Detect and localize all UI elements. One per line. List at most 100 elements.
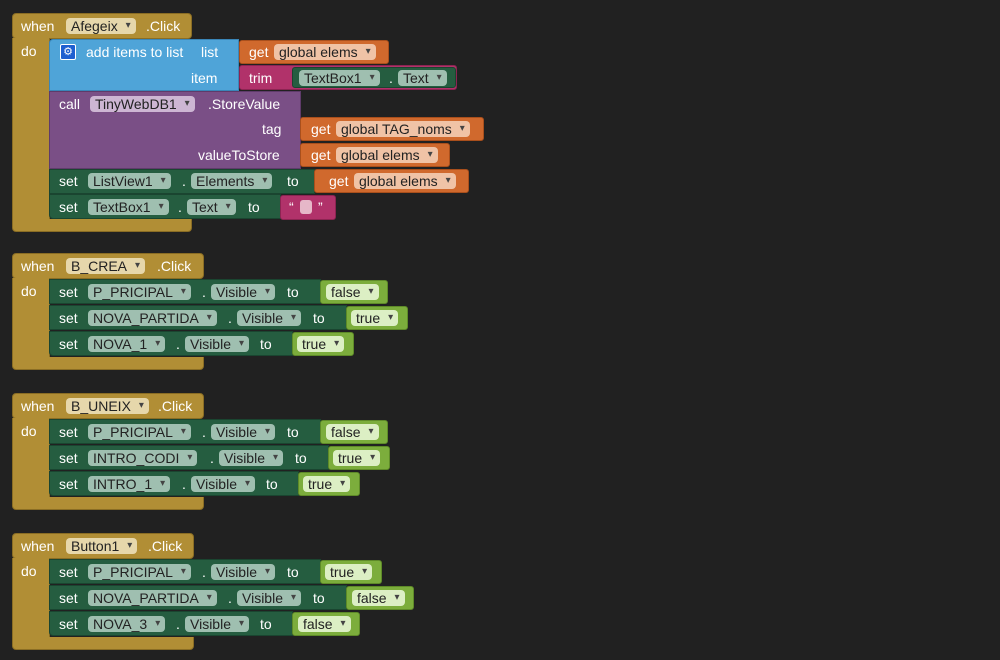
component-dropdown[interactable]: TinyWebDB1 <box>90 96 195 112</box>
do-label: do <box>21 423 37 439</box>
component-dropdown[interactable]: NOVA_1 <box>88 336 166 352</box>
dot-label: . <box>228 590 232 606</box>
item-socket-label: item <box>191 70 218 86</box>
set-label: set <box>59 199 78 215</box>
component-dropdown[interactable]: Afegeix <box>66 18 136 34</box>
get-label: get <box>249 44 269 60</box>
to-label: to <box>313 590 325 606</box>
dot-label: . <box>389 70 393 86</box>
component-dropdown[interactable]: Button1 <box>66 538 138 554</box>
do-label: do <box>21 563 37 579</box>
property-dropdown[interactable]: Text <box>187 199 236 215</box>
get-label: get <box>311 121 331 137</box>
event-block-button1-body[interactable] <box>12 558 50 640</box>
property-dropdown[interactable]: Visible <box>211 284 275 300</box>
do-label: do <box>21 283 37 299</box>
boolean-dropdown[interactable]: false <box>326 284 379 300</box>
to-label: to <box>260 336 272 352</box>
event-block-b-crea-foot <box>12 357 204 370</box>
component-dropdown[interactable]: P_PRICIPAL <box>88 564 191 580</box>
set-label: set <box>59 336 78 352</box>
property-dropdown[interactable]: Visible <box>237 590 301 606</box>
set-label: set <box>59 424 78 440</box>
boolean-dropdown[interactable]: true <box>325 564 373 580</box>
variable-dropdown[interactable]: global elems <box>336 147 438 163</box>
property-dropdown[interactable]: Visible <box>191 476 255 492</box>
set-block[interactable] <box>49 331 293 356</box>
property-dropdown[interactable]: Elements <box>191 173 273 189</box>
dot-label: . <box>228 310 232 326</box>
event-name: .Click <box>157 258 192 274</box>
property-dropdown[interactable]: Visible <box>211 424 275 440</box>
dot-label: . <box>202 284 206 300</box>
boolean-dropdown[interactable]: true <box>297 336 345 352</box>
property-dropdown[interactable]: Visible <box>185 616 249 632</box>
component-dropdown[interactable]: P_PRICIPAL <box>88 424 191 440</box>
set-block[interactable] <box>49 471 299 496</box>
to-label: to <box>287 564 299 580</box>
event-name: .Click <box>158 398 193 414</box>
component-dropdown[interactable]: NOVA_3 <box>88 616 166 632</box>
quote-close: ” <box>318 199 323 215</box>
dot-label: . <box>202 424 206 440</box>
component-dropdown[interactable]: TextBox1 <box>299 70 380 86</box>
boolean-dropdown[interactable]: false <box>352 590 405 606</box>
component-dropdown[interactable]: INTRO_1 <box>88 476 171 492</box>
event-name: .Click <box>146 18 181 34</box>
value-socket-label: valueToStore <box>198 147 280 163</box>
event-name: .Click <box>148 538 183 554</box>
set-block[interactable] <box>49 611 293 636</box>
method-name: .StoreValue <box>208 96 281 112</box>
dot-label: . <box>210 450 214 466</box>
to-label: to <box>287 424 299 440</box>
when-label: when <box>21 258 55 274</box>
boolean-dropdown[interactable]: true <box>333 450 381 466</box>
boolean-dropdown[interactable]: true <box>351 310 399 326</box>
to-label: to <box>313 310 325 326</box>
when-label: when <box>21 398 55 414</box>
boolean-dropdown[interactable]: false <box>326 424 379 440</box>
call-label: call <box>59 96 81 112</box>
list-socket-label: list <box>201 44 219 60</box>
tag-socket-label: tag <box>262 121 282 137</box>
when-label: when <box>21 538 55 554</box>
to-label: to <box>295 450 307 466</box>
property-dropdown[interactable]: Visible <box>211 564 275 580</box>
boolean-dropdown[interactable]: true <box>303 476 351 492</box>
property-dropdown[interactable]: Visible <box>185 336 249 352</box>
component-dropdown[interactable]: P_PRICIPAL <box>88 284 191 300</box>
dot-label: . <box>202 564 206 580</box>
component-dropdown[interactable]: NOVA_PARTIDA <box>88 310 217 326</box>
to-label: to <box>248 199 260 215</box>
variable-dropdown[interactable]: global elems <box>274 44 376 60</box>
to-label: to <box>266 476 278 492</box>
boolean-dropdown[interactable]: false <box>298 616 351 632</box>
component-dropdown[interactable]: B_UNEIX <box>66 398 149 414</box>
property-dropdown[interactable]: Visible <box>237 310 301 326</box>
event-block-afegeix-foot <box>12 219 192 232</box>
set-label: set <box>59 564 78 580</box>
to-label: to <box>260 616 272 632</box>
component-dropdown[interactable]: B_CREA <box>66 258 146 274</box>
component-dropdown[interactable]: TextBox1 <box>88 199 169 215</box>
component-dropdown[interactable]: NOVA_PARTIDA <box>88 590 217 606</box>
get-label: get <box>329 173 349 189</box>
add-items-to-list-block[interactable] <box>49 39 239 91</box>
event-block-b-uneix-foot <box>12 497 204 510</box>
variable-dropdown[interactable]: global TAG_noms <box>336 121 470 137</box>
property-dropdown[interactable]: Text <box>398 70 447 86</box>
to-label: to <box>287 284 299 300</box>
text-input-box[interactable] <box>300 200 312 214</box>
event-block-afegeix-body[interactable] <box>12 38 50 220</box>
dot-label: . <box>178 199 182 215</box>
variable-dropdown[interactable]: global elems <box>354 173 456 189</box>
set-label: set <box>59 476 78 492</box>
to-label: to <box>287 173 299 189</box>
component-dropdown[interactable]: INTRO_CODI <box>88 450 198 466</box>
dot-label: . <box>182 173 186 189</box>
set-label: set <box>59 173 78 189</box>
mutator-gear-icon[interactable]: ⚙ <box>60 44 76 60</box>
component-dropdown[interactable]: ListView1 <box>88 173 171 189</box>
dot-label: . <box>176 616 180 632</box>
property-dropdown[interactable]: Visible <box>219 450 283 466</box>
